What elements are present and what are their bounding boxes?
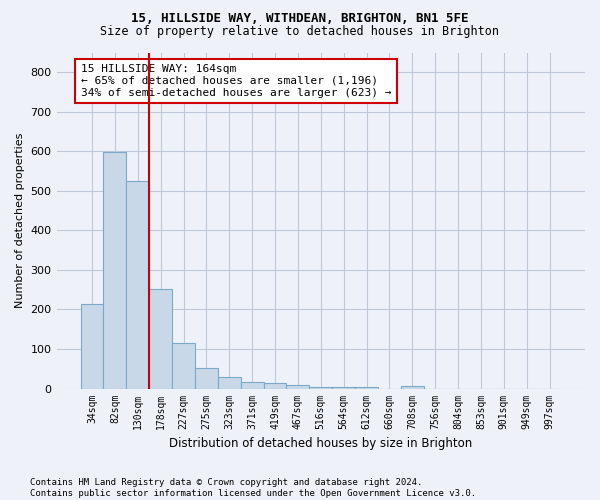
Bar [401,386,424,388]
Bar [310,386,332,388]
Y-axis label: Number of detached properties: Number of detached properties [15,133,25,308]
Bar [355,386,378,388]
Bar [286,384,310,388]
Bar [195,368,218,388]
Bar [103,152,127,388]
Bar [172,342,195,388]
Text: 15 HILLSIDE WAY: 164sqm
← 65% of detached houses are smaller (1,196)
34% of semi: 15 HILLSIDE WAY: 164sqm ← 65% of detache… [80,64,391,98]
Text: Size of property relative to detached houses in Brighton: Size of property relative to detached ho… [101,25,499,38]
Bar [332,386,355,388]
Bar [127,181,149,388]
Bar [241,382,263,388]
Bar [149,289,172,388]
Text: Contains HM Land Registry data © Crown copyright and database right 2024.
Contai: Contains HM Land Registry data © Crown c… [30,478,476,498]
Bar [80,304,103,388]
Text: 15, HILLSIDE WAY, WITHDEAN, BRIGHTON, BN1 5FE: 15, HILLSIDE WAY, WITHDEAN, BRIGHTON, BN… [131,12,469,26]
X-axis label: Distribution of detached houses by size in Brighton: Distribution of detached houses by size … [169,437,472,450]
Bar [263,382,286,388]
Bar [218,376,241,388]
